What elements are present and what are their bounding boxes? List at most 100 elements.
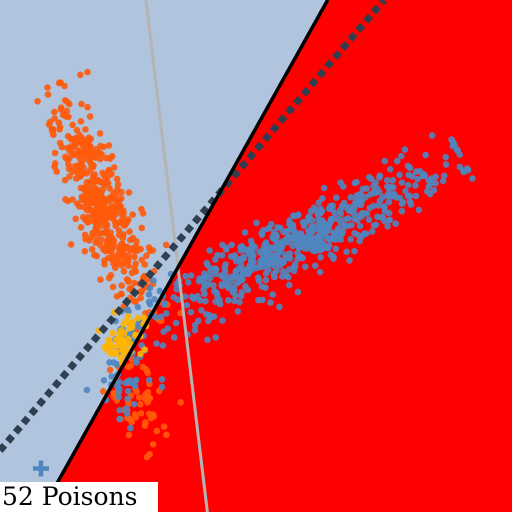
data-point [283, 228, 290, 236]
data-point [454, 147, 461, 154]
data-point [75, 164, 83, 172]
data-point [340, 222, 348, 230]
scatter-points [34, 68, 476, 461]
data-point [156, 287, 164, 295]
data-point [117, 354, 125, 361]
data-point [353, 192, 360, 200]
data-point [129, 211, 136, 218]
data-point [198, 307, 205, 314]
data-point [258, 231, 266, 238]
data-point [238, 243, 246, 250]
data-point [139, 363, 147, 371]
data-point [333, 236, 341, 243]
data-point [143, 252, 150, 259]
data-point [317, 205, 324, 213]
data-point [251, 244, 259, 251]
data-point [386, 186, 393, 194]
data-point [119, 234, 127, 242]
data-point [415, 206, 423, 214]
data-point [306, 213, 313, 220]
data-point [305, 241, 313, 248]
data-point [123, 410, 131, 418]
data-point [295, 235, 302, 242]
data-point [332, 245, 340, 253]
data-point [140, 314, 148, 322]
data-point [376, 197, 384, 204]
data-point [269, 291, 277, 298]
data-point [196, 275, 203, 282]
data-point [119, 259, 127, 266]
data-point [127, 236, 134, 244]
data-point [145, 298, 153, 306]
data-point [131, 264, 138, 272]
data-point [89, 163, 97, 171]
data-point [377, 214, 385, 221]
data-point [128, 418, 136, 426]
data-point [219, 317, 226, 324]
data-point [211, 287, 218, 295]
data-point [107, 229, 114, 236]
data-point [341, 199, 348, 207]
data-point [157, 313, 165, 320]
data-point [253, 219, 260, 227]
data-point [99, 186, 106, 194]
data-point [102, 212, 110, 219]
gray-reference-line [144, 0, 209, 512]
data-point [358, 233, 366, 240]
data-point [271, 263, 279, 270]
data-point [51, 108, 58, 116]
data-point [74, 200, 81, 207]
data-point [398, 152, 405, 160]
data-point [290, 226, 297, 234]
data-point [398, 179, 406, 186]
data-point [346, 257, 353, 264]
data-point [81, 248, 89, 255]
data-point [238, 288, 246, 296]
data-point [86, 192, 93, 200]
data-point [135, 394, 143, 401]
data-point [267, 299, 274, 306]
data-point [51, 160, 59, 167]
data-point [158, 376, 166, 383]
data-point [99, 169, 106, 177]
data-point [385, 192, 393, 200]
data-point [137, 245, 144, 253]
data-point [83, 386, 91, 394]
data-point [399, 198, 407, 206]
data-point [365, 173, 373, 181]
data-point [126, 285, 133, 293]
data-point [109, 329, 116, 337]
data-point [105, 336, 113, 344]
data-point [203, 282, 211, 289]
data-point [317, 239, 324, 247]
data-point [134, 314, 142, 322]
data-point [233, 280, 240, 287]
data-point [390, 191, 398, 199]
data-point [96, 130, 104, 137]
data-point [202, 297, 209, 305]
data-point [58, 143, 66, 151]
data-point [244, 247, 251, 254]
data-point [241, 229, 249, 236]
data-point [108, 170, 115, 178]
data-point [143, 453, 151, 461]
data-point [331, 210, 339, 217]
data-point [286, 281, 293, 289]
data-point [116, 385, 123, 393]
data-point [137, 401, 144, 408]
data-point [440, 172, 448, 180]
data-point [442, 161, 450, 168]
data-point [287, 233, 294, 241]
data-point [99, 388, 107, 395]
data-point [103, 240, 111, 248]
data-point [63, 155, 70, 162]
data-point [127, 247, 134, 254]
data-point [95, 230, 103, 238]
data-point [316, 268, 324, 276]
data-point [162, 241, 170, 249]
data-point [190, 295, 198, 303]
data-point [150, 277, 157, 285]
data-point [406, 198, 414, 205]
data-point [55, 119, 63, 126]
data-point [212, 270, 219, 278]
